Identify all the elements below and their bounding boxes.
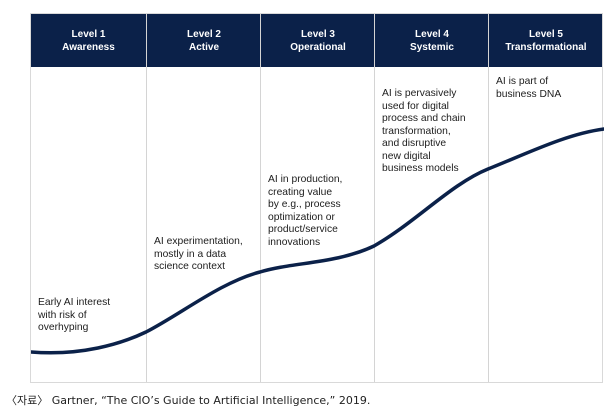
level-1-name: Awareness bbox=[62, 41, 115, 53]
level-4-number: Level 4 bbox=[415, 28, 449, 40]
level-5-description: AI is part of business DNA bbox=[496, 76, 562, 100]
level-3-number: Level 3 bbox=[301, 28, 335, 40]
level-3-description: AI in production, creating value by e.g.… bbox=[268, 174, 343, 248]
header-band bbox=[31, 14, 602, 67]
level-2-column: Level 2 Active AI experimentation, mostl… bbox=[146, 14, 261, 382]
maturity-curve-line bbox=[31, 127, 604, 355]
source-caption: 〈자료〉 Gartner, “The CIO’s Guide to Artifi… bbox=[6, 394, 371, 407]
level-4-header: Level 4 Systemic bbox=[375, 14, 489, 67]
level-2-description: AI experimentation, mostly in a data sci… bbox=[154, 236, 243, 272]
maturity-diagram: Level 1 Awareness Early AI interest with… bbox=[30, 13, 604, 383]
level-1-header: Level 1 Awareness bbox=[31, 14, 146, 67]
level-5-column: Level 5 Transformational AI is part of b… bbox=[488, 14, 603, 382]
level-2-header: Level 2 Active bbox=[147, 14, 261, 67]
level-1-description: Early AI interest with risk of overhypin… bbox=[38, 297, 111, 333]
maturity-curve bbox=[31, 127, 604, 355]
level-1-column: Level 1 Awareness Early AI interest with… bbox=[31, 14, 146, 382]
level-3-column: Level 3 Operational AI in production, cr… bbox=[260, 14, 375, 382]
level-2-name: Active bbox=[188, 41, 219, 53]
level-4-description: AI is pervasively used for digital proce… bbox=[382, 88, 466, 174]
level-4-column: Level 4 Systemic AI is pervasively used … bbox=[374, 14, 489, 382]
level-1-number: Level 1 bbox=[71, 28, 106, 40]
level-4-name: Systemic bbox=[410, 41, 454, 53]
level-2-number: Level 2 bbox=[187, 28, 221, 40]
level-3-name: Operational bbox=[290, 41, 346, 53]
level-5-name: Transformational bbox=[505, 41, 587, 53]
level-5-number: Level 5 bbox=[529, 28, 563, 40]
level-3-header: Level 3 Operational bbox=[261, 14, 375, 67]
level-5-header: Level 5 Transformational bbox=[489, 14, 603, 67]
